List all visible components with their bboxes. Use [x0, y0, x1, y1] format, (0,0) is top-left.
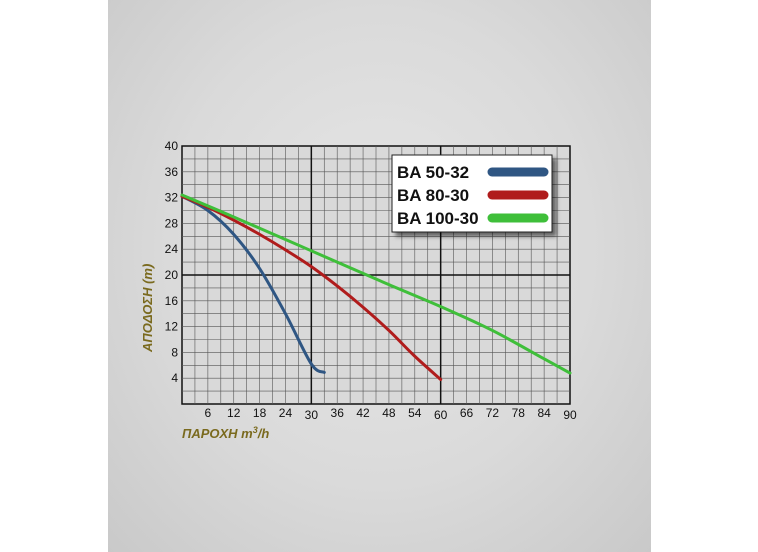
y-tick-label: 36 [165, 165, 179, 179]
x-tick-label: 84 [537, 406, 551, 420]
y-tick-label: 20 [165, 268, 179, 282]
x-tick-label: 42 [356, 406, 370, 420]
x-tick-label: 54 [408, 406, 422, 420]
y-tick-label: 12 [165, 320, 179, 334]
y-tick-label: 16 [165, 294, 179, 308]
legend-label: BA 100-30 [397, 209, 479, 228]
x-tick-label: 78 [512, 406, 526, 420]
x-tick-label: 60 [434, 408, 448, 422]
x-axis-ticks: 6 12 18 24 30 36 42 48 54 60 66 72 78 84 90 [205, 406, 577, 422]
legend: BA 50-32 BA 80-30 BA 100-30 [391, 154, 553, 233]
y-tick-label: 8 [171, 345, 178, 359]
y-axis-ticks: 4 8 12 16 20 24 28 32 36 40 [165, 139, 179, 385]
series-line-ba-80-30 [180, 194, 443, 381]
series-line-ba-50-32 [180, 194, 326, 374]
x-tick-label: 72 [486, 406, 500, 420]
x-axis-label: ΠΑΡΟΧΗ m3/h [182, 425, 269, 441]
x-tick-label: 12 [227, 406, 241, 420]
series-line-ba-100-30 [180, 193, 572, 375]
x-tick-label: 24 [279, 406, 293, 420]
x-tick-label: 30 [305, 408, 319, 422]
x-tick-label: 66 [460, 406, 474, 420]
y-tick-label: 4 [171, 371, 178, 385]
legend-label: BA 50-32 [397, 163, 469, 182]
x-tick-label: 36 [331, 406, 345, 420]
x-tick-label: 48 [382, 406, 396, 420]
y-tick-label: 40 [165, 139, 179, 153]
grid [182, 146, 570, 404]
x-tick-label: 90 [563, 408, 577, 422]
x-tick-label: 6 [205, 406, 212, 420]
legend-label: BA 80-30 [397, 186, 469, 205]
x-tick-label: 18 [253, 406, 267, 420]
series-lines [180, 193, 572, 381]
y-axis-label: ΑΠΟΔΟΣΗ (m) [140, 264, 155, 353]
y-tick-label: 32 [165, 191, 179, 205]
y-tick-label: 24 [165, 242, 179, 256]
y-tick-label: 28 [165, 216, 179, 230]
